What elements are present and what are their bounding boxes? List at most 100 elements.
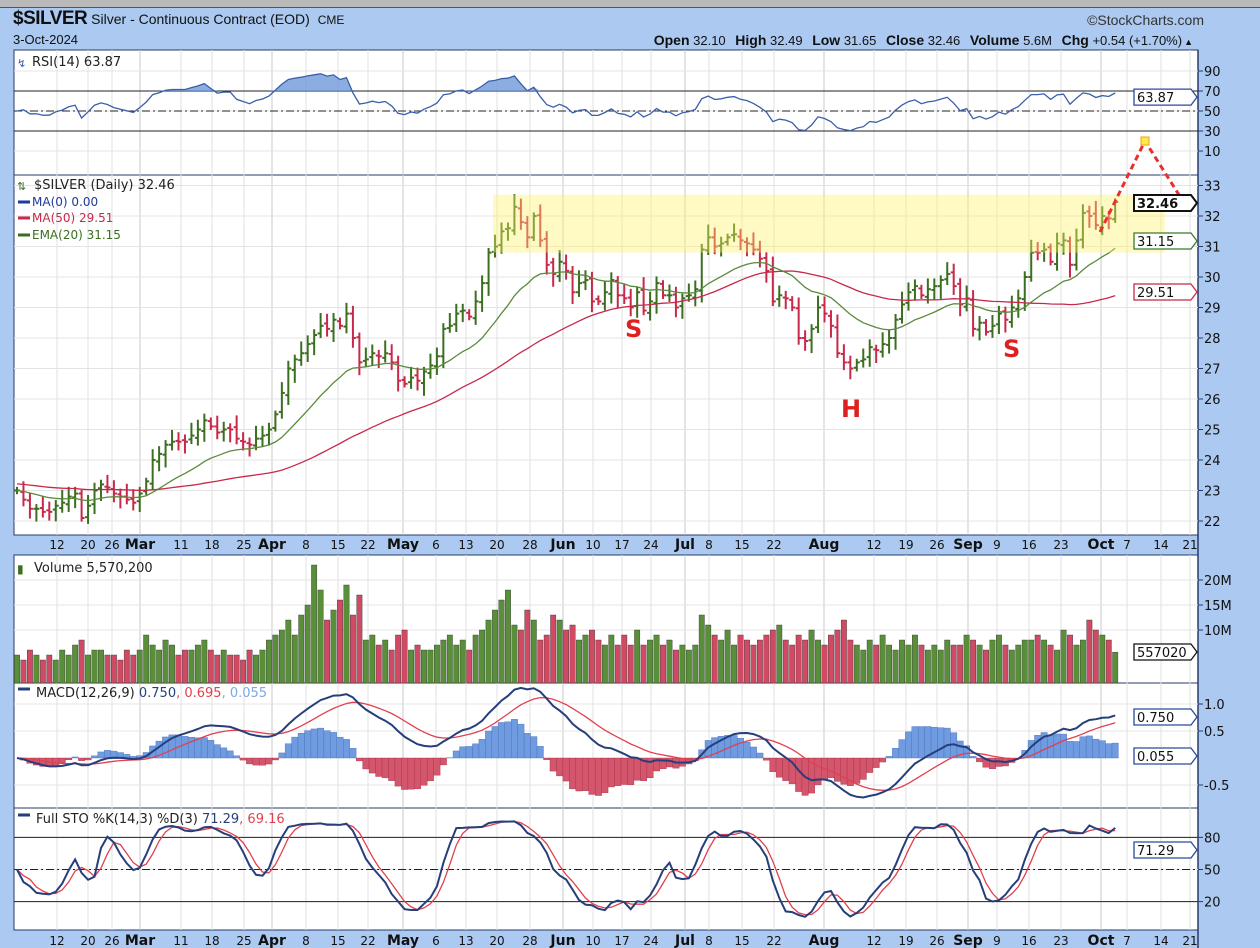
macd-histogram-bar xyxy=(349,748,357,759)
bottom-date-tick-label: 23 xyxy=(1053,934,1068,948)
volume-bar xyxy=(446,634,453,684)
price-bar xyxy=(821,296,828,323)
volume-bar xyxy=(970,639,976,684)
macd-histogram-bar xyxy=(65,757,73,761)
macd-histogram-bar xyxy=(814,757,822,786)
volume-bar xyxy=(227,654,234,684)
macd-histogram-bar xyxy=(523,733,531,759)
macd-histogram-bar xyxy=(750,746,757,759)
price-bar xyxy=(853,358,860,372)
price-bar xyxy=(246,437,253,457)
bottom-date-tick-label: 28 xyxy=(522,934,537,948)
volume-bar xyxy=(537,639,544,684)
macd-histogram-bar xyxy=(1060,733,1067,759)
volume-bar xyxy=(821,644,828,684)
volume-bar xyxy=(563,629,570,684)
macd-histogram-bar xyxy=(323,730,331,759)
macd-histogram-bar xyxy=(872,757,880,768)
macd-histogram-bar xyxy=(575,757,583,792)
sto-legend: Full STO %K(14,3) %D(3) 71.29, 69.16 xyxy=(36,812,285,827)
price-legend: $SILVER (Daily) 32.46 xyxy=(34,178,175,193)
macd-histogram-bar xyxy=(607,757,615,788)
macd-hist-value: , 0.055 xyxy=(222,686,267,701)
macd-legend: MACD(12,26,9) 0.750, 0.695, 0.055 xyxy=(36,686,267,701)
price-bar xyxy=(950,263,957,295)
date-tick-label: 12 xyxy=(866,538,881,552)
price-bar xyxy=(937,275,944,299)
sto-k-value: 71.29 xyxy=(202,812,239,827)
bottom-date-tick-label: 11 xyxy=(173,934,188,948)
date-tick-label: 10 xyxy=(585,538,600,552)
macd-histogram-bar xyxy=(743,741,751,759)
price-bar xyxy=(860,348,867,368)
macd-histogram-bar xyxy=(943,727,951,759)
price-axis-tick-label: 31 xyxy=(1204,241,1221,256)
volume-bar xyxy=(382,639,389,684)
volume-bar xyxy=(188,649,195,684)
stockcharts-copyright: ©StockCharts.com xyxy=(1087,12,1204,28)
price-bar xyxy=(550,257,557,287)
price-bar xyxy=(420,366,427,396)
macd-histogram-bar xyxy=(1085,735,1093,759)
volume-bar xyxy=(1047,644,1054,684)
ema20-line xyxy=(16,247,1116,502)
macd-histogram-bar xyxy=(355,757,363,762)
macd-histogram-bar xyxy=(472,743,480,759)
price-bar xyxy=(543,231,550,275)
volume-bar xyxy=(1086,619,1093,684)
value-tag-text: 31.15 xyxy=(1137,235,1174,250)
value-tag-text: 0.750 xyxy=(1137,711,1174,726)
price-bar xyxy=(395,355,402,392)
rsi-overbought-fill xyxy=(17,73,1116,91)
date-tick-label: 13 xyxy=(458,538,473,552)
price-bar xyxy=(834,314,841,358)
volume-bar xyxy=(1073,644,1080,684)
macd-histogram-bar xyxy=(259,757,266,766)
date-tick-label: 18 xyxy=(204,538,219,552)
macd-histogram-bar xyxy=(517,723,525,759)
volume-bar xyxy=(1028,639,1035,684)
volume-bar xyxy=(731,644,737,684)
value-tag-text: 29.51 xyxy=(1137,286,1174,301)
macd-histogram-bar xyxy=(71,756,79,759)
date-tick-label: 22 xyxy=(360,538,375,552)
price-bar xyxy=(504,222,511,241)
price-bar xyxy=(169,429,176,451)
volume-bar xyxy=(291,634,298,684)
date-tick-label: 22 xyxy=(766,538,781,552)
macd-histogram-bar xyxy=(530,736,538,759)
price-bar xyxy=(188,422,195,445)
macd-legend-name: MACD(12,26,9) xyxy=(36,686,135,701)
price-bar xyxy=(711,227,718,255)
volume-bar xyxy=(847,639,854,684)
price-bar xyxy=(944,262,951,285)
volume-bar xyxy=(950,644,957,684)
volume-bar xyxy=(963,634,970,684)
volume-bar xyxy=(556,619,563,684)
macd-histogram-bar xyxy=(478,739,486,759)
value-tag-box xyxy=(1133,88,1198,106)
macd-histogram-bar xyxy=(310,728,318,759)
volume-bar xyxy=(466,649,473,684)
price-bar xyxy=(815,295,822,334)
price-bar xyxy=(233,415,240,445)
price-bar xyxy=(479,275,486,312)
macd-histogram-bar xyxy=(504,721,512,759)
value-tag-box xyxy=(1133,232,1198,250)
sto-axis-tick-label: 80 xyxy=(1204,831,1221,846)
price-bar xyxy=(679,293,686,319)
volume-bar xyxy=(266,639,272,684)
volume-bar xyxy=(886,644,893,684)
volume-bar xyxy=(33,654,40,684)
price-bar xyxy=(1073,228,1080,271)
volume-bar xyxy=(879,634,886,684)
price-bar xyxy=(440,323,447,369)
ma0-legend: MA(0) 0.00 xyxy=(32,195,98,209)
macd-histogram-bar xyxy=(485,730,492,759)
macd-histogram-bar xyxy=(627,757,635,785)
macd-histogram-bar xyxy=(905,731,912,759)
bottom-date-tick-label: 17 xyxy=(614,934,629,948)
price-bar xyxy=(492,234,499,258)
price-axis-tick-label: 23 xyxy=(1204,485,1221,500)
